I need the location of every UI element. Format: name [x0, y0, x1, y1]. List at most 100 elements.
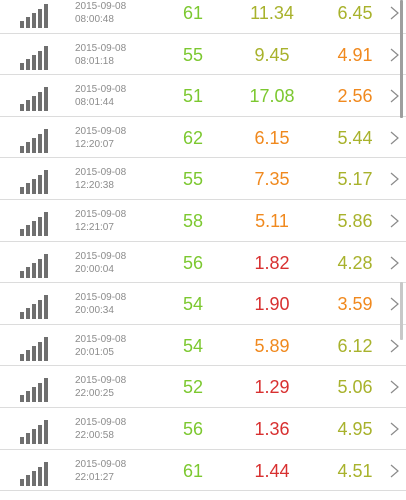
scrollbar-track-marker [400, 282, 403, 340]
chevron-right-icon[interactable] [388, 256, 400, 270]
chevron-right-icon[interactable] [388, 464, 400, 478]
value-3: 6.12 [337, 335, 373, 356]
date-text: 2015-09-08 [75, 208, 127, 220]
value-2: 5.11 [255, 210, 289, 231]
value-1: 58 [183, 210, 204, 231]
value-2: 1.82 [254, 252, 290, 273]
chevron-right-icon[interactable] [388, 89, 400, 103]
time-text: 12:20:07 [75, 138, 114, 150]
value-2: 1.36 [254, 418, 290, 439]
list-item[interactable]: 2015-09-08 08:00:48 61 11.34 6.45 [0, 0, 406, 34]
list-item[interactable]: 2015-09-08 20:00:34 54 1.90 3.59 [0, 283, 406, 325]
value-2: 1.90 [254, 294, 290, 315]
value-1: 55 [183, 44, 204, 65]
timestamp: 2015-09-08 20:00:34 [75, 291, 126, 317]
chevron-right-icon[interactable] [388, 131, 400, 145]
value-3: 5.06 [337, 377, 373, 398]
value-2: 1.29 [254, 377, 290, 398]
timestamp: 2015-09-08 12:20:07 [75, 125, 126, 151]
timestamp: 2015-09-08 20:01:05 [75, 333, 126, 359]
list-item[interactable]: 2015-09-08 08:01:18 55 9.45 4.91 [0, 33, 406, 76]
list-item[interactable]: 2015-09-08 12:20:07 62 6.15 5.44 [0, 116, 406, 159]
timestamp: 2015-09-08 12:21:07 [75, 208, 126, 234]
value-2: 5.89 [254, 335, 290, 356]
signal-strength-icon [20, 45, 54, 70]
chevron-right-icon[interactable] [388, 6, 400, 20]
list-item[interactable]: 2015-09-08 20:01:05 54 5.89 6.12 [0, 324, 406, 367]
date-text: 2015-09-08 [75, 458, 127, 470]
value-3: 5.17 [337, 169, 373, 190]
list-item[interactable]: 2015-09-08 22:01:27 61 1.44 4.51 [0, 449, 406, 492]
list-item[interactable]: 2015-09-08 22:00:25 52 1.29 5.06 [0, 366, 406, 408]
time-text: 20:00:34 [75, 305, 114, 317]
time-text: 20:01:05 [75, 346, 114, 358]
list-item[interactable]: 2015-09-08 20:00:04 56 1.82 4.28 [0, 241, 406, 284]
scrollbar-thumb[interactable] [400, 0, 403, 118]
chevron-right-icon[interactable] [388, 339, 400, 353]
date-text: 2015-09-08 [75, 250, 127, 262]
time-text: 12:21:07 [75, 221, 114, 233]
value-2: 11.34 [250, 3, 294, 23]
list-item[interactable]: 2015-09-08 12:20:38 55 7.35 5.17 [0, 158, 406, 200]
signal-strength-icon [20, 211, 54, 236]
time-text: 22:00:25 [75, 388, 114, 400]
value-3: 4.95 [337, 418, 373, 439]
value-1: 54 [183, 294, 204, 315]
value-1: 61 [183, 460, 204, 481]
chevron-right-icon[interactable] [388, 48, 400, 62]
value-1: 62 [183, 127, 204, 148]
timestamp: 2015-09-08 08:01:18 [75, 42, 126, 68]
date-text: 2015-09-08 [75, 416, 127, 428]
value-2: 9.45 [254, 44, 290, 65]
chevron-right-icon[interactable] [388, 380, 400, 394]
value-3: 2.56 [337, 86, 373, 107]
time-text: 08:01:18 [75, 55, 114, 67]
date-text: 2015-09-08 [75, 42, 127, 54]
signal-strength-icon [20, 128, 54, 153]
timestamp: 2015-09-08 20:00:04 [75, 250, 126, 276]
chevron-right-icon[interactable] [388, 172, 400, 186]
value-2: 17.08 [249, 86, 295, 107]
value-3: 6.45 [337, 3, 373, 23]
timestamp: 2015-09-08 08:01:44 [75, 83, 126, 109]
date-text: 2015-09-08 [75, 1, 127, 12]
value-3: 3.59 [337, 294, 373, 315]
chevron-right-icon[interactable] [388, 214, 400, 228]
list-item[interactable]: 2015-09-08 22:00:58 56 1.36 4.95 [0, 407, 406, 450]
value-2: 7.35 [254, 169, 290, 190]
value-1: 55 [183, 169, 204, 190]
signal-strength-icon [20, 461, 54, 486]
timestamp: 2015-09-08 12:20:38 [75, 166, 126, 192]
list-item[interactable]: 2015-09-08 08:01:44 51 17.08 2.56 [0, 75, 406, 117]
date-text: 2015-09-08 [75, 167, 127, 179]
chevron-right-icon[interactable] [388, 297, 400, 311]
signal-strength-icon [20, 170, 54, 195]
value-3: 4.28 [337, 252, 373, 273]
value-2: 6.15 [254, 127, 290, 148]
time-text: 22:01:27 [75, 471, 114, 483]
signal-strength-icon [20, 295, 54, 320]
value-1: 56 [183, 252, 204, 273]
time-text: 22:00:58 [75, 429, 114, 441]
timestamp: 2015-09-08 22:00:58 [75, 416, 126, 442]
value-1: 56 [183, 418, 204, 439]
value-3: 5.86 [337, 210, 373, 231]
value-3: 4.91 [337, 44, 373, 65]
time-text: 12:20:38 [75, 180, 114, 192]
time-text: 08:00:48 [75, 14, 114, 25]
list-item[interactable]: 2015-09-08 12:21:07 58 5.11 5.86 [0, 199, 406, 242]
date-text: 2015-09-08 [75, 84, 127, 96]
value-3: 4.51 [337, 460, 373, 481]
value-1: 54 [183, 335, 204, 356]
timestamp: 2015-09-08 08:00:48 [75, 0, 126, 26]
date-text: 2015-09-08 [75, 375, 127, 387]
signal-strength-icon [20, 87, 54, 112]
signal-strength-icon [20, 336, 54, 361]
signal-strength-icon [20, 4, 54, 28]
time-text: 20:00:04 [75, 263, 114, 275]
date-text: 2015-09-08 [75, 292, 127, 304]
value-2: 1.44 [254, 460, 290, 481]
value-3: 5.44 [337, 127, 373, 148]
chevron-right-icon[interactable] [388, 422, 400, 436]
